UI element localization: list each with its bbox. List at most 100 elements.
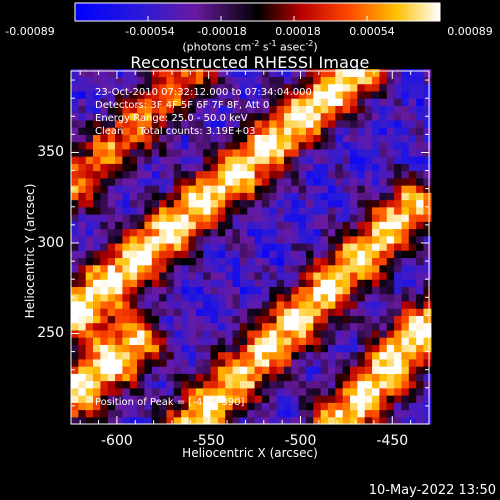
heatmap-cell (372, 98, 381, 106)
heatmap-cell (239, 286, 248, 295)
heatmap-cell (408, 83, 417, 92)
heatmap-cell (276, 141, 285, 150)
heatmap-cell (254, 344, 263, 353)
heatmap-cell (401, 148, 410, 157)
heatmap-cell (269, 286, 278, 295)
heatmap-cell (364, 141, 373, 150)
heatmap-cell (188, 242, 197, 251)
heatmap-cell (416, 69, 425, 78)
heatmap-cell (283, 90, 292, 99)
heatmap-cell (115, 308, 123, 316)
heatmap-cell (320, 409, 329, 418)
heatmap-cell (416, 351, 425, 360)
heatmap-cell (225, 308, 234, 316)
heatmap-cell (181, 264, 190, 273)
heatmap-cell (188, 337, 197, 345)
heatmap-cell (269, 235, 278, 244)
heatmap-cell (313, 286, 322, 295)
heatmap-cell (93, 83, 101, 92)
heatmap-cell (416, 322, 425, 331)
heatmap-cell (188, 402, 197, 411)
heatmap-cell (151, 170, 160, 179)
heatmap-cell (291, 214, 300, 222)
heatmap-cell (379, 83, 388, 92)
heatmap-cell (195, 192, 204, 201)
heatmap-cell (159, 112, 168, 121)
heatmap-cell (335, 264, 344, 273)
heatmap-cell (379, 250, 388, 259)
heatmap-cell (335, 416, 344, 425)
heatmap-cell (276, 148, 285, 157)
heatmap-cell (210, 69, 219, 78)
heatmap-cell (305, 344, 314, 353)
heatmap-cell (379, 199, 388, 208)
heatmap-cell (71, 395, 79, 403)
heatmap-cell (217, 293, 226, 302)
heatmap-cell (423, 279, 432, 288)
heatmap-cell (144, 250, 153, 259)
heatmap-cell (350, 344, 358, 353)
heatmap-cell (269, 163, 278, 172)
heatmap-cell (188, 366, 197, 374)
heatmap-cell (217, 83, 226, 92)
heatmap-cell (342, 170, 351, 179)
heatmap-cell (210, 358, 219, 367)
heatmap-cell (247, 322, 256, 331)
heatmap-cell (107, 76, 116, 85)
heatmap-cell (159, 119, 168, 128)
heatmap-cell (115, 300, 123, 309)
heatmap-cell (122, 366, 131, 374)
heatmap-cell (232, 214, 241, 222)
heatmap-cell (342, 409, 351, 418)
heatmap-cell (173, 177, 182, 186)
heatmap-cell (115, 257, 123, 266)
heatmap-cell (386, 76, 395, 85)
heatmap-cell (313, 192, 322, 201)
heatmap-cell (320, 387, 329, 396)
heatmap-cell (115, 127, 123, 135)
heatmap-cell (210, 264, 219, 273)
heatmap-cell (217, 221, 226, 230)
heatmap-cell (298, 83, 307, 92)
heatmap-cell (225, 69, 234, 78)
heatmap-cell (195, 112, 204, 121)
heatmap-cell (181, 242, 190, 251)
heatmap-cell (232, 76, 241, 85)
heatmap-cell (232, 416, 241, 425)
heatmap-cell (328, 337, 336, 345)
heatmap-cell (357, 387, 366, 396)
heatmap-cell (225, 76, 234, 85)
heatmap-cell (342, 134, 351, 143)
heatmap-cell (232, 329, 241, 338)
heatmap-cell (408, 177, 417, 186)
heatmap-cell (137, 141, 146, 150)
heatmap-cell (144, 192, 153, 201)
heatmap-cell (261, 177, 270, 186)
heatmap-cell (225, 83, 234, 92)
heatmap-cell (122, 416, 131, 425)
heatmap-cell (225, 271, 234, 280)
heatmap-cell (408, 264, 417, 273)
heatmap-cell (210, 293, 219, 302)
heatmap-cell (232, 127, 241, 135)
heatmap-cell (137, 387, 146, 396)
heatmap-cell (261, 148, 270, 157)
heatmap-cell (107, 416, 116, 425)
heatmap-cell (350, 214, 358, 222)
heatmap-cell (283, 264, 292, 273)
heatmap-cell (379, 90, 388, 99)
heatmap-cell (269, 185, 278, 193)
heatmap-cell (283, 322, 292, 331)
heatmap-cell (151, 69, 160, 78)
heatmap-cell (85, 279, 94, 288)
heatmap-cell (350, 69, 358, 78)
heatmap-cell (408, 192, 417, 201)
heatmap-cell (291, 416, 300, 425)
heatmap-cell (305, 308, 314, 316)
heatmap-cell (372, 409, 381, 418)
heatmap-cell (386, 214, 395, 222)
heatmap-cell (379, 170, 388, 179)
heatmap-cell (342, 141, 351, 150)
heatmap-cell (261, 192, 270, 201)
heatmap-cell (416, 134, 425, 143)
